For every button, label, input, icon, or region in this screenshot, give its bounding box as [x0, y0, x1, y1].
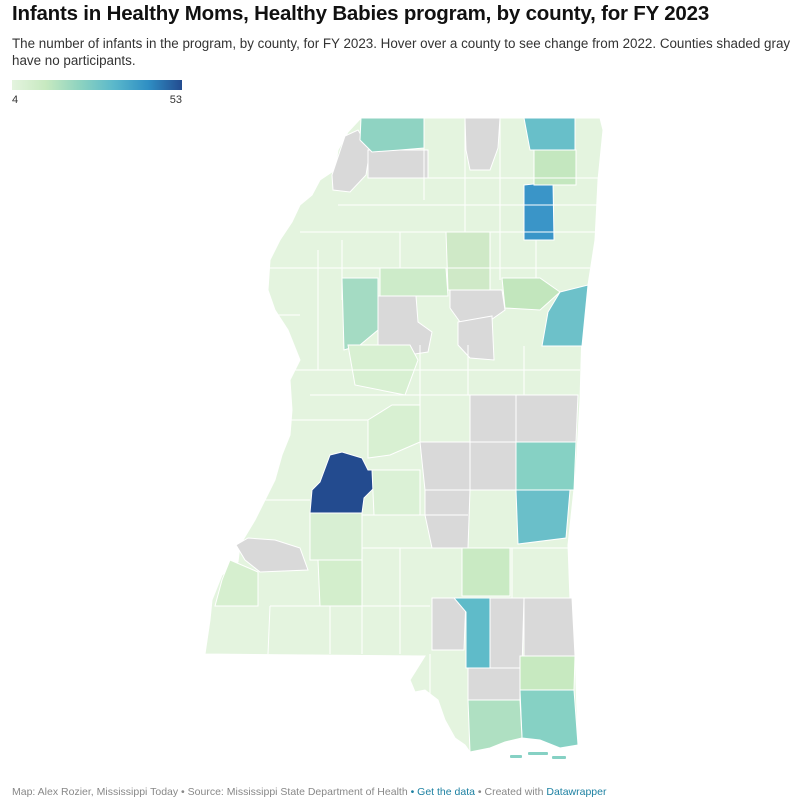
county-noxubee: [515, 394, 579, 443]
county-lowndes: [541, 284, 589, 347]
source-text: • Source: Mississippi State Department o…: [181, 786, 408, 798]
legend-min-label: 4: [12, 94, 19, 106]
county-stone: [467, 667, 521, 701]
county-leake: [419, 441, 471, 491]
county-wilkinson-copiah: [317, 559, 363, 607]
county-george: [519, 655, 576, 691]
gulf-islands: [510, 752, 566, 759]
county-kemper: [515, 441, 577, 491]
county-boundaries: [265, 118, 600, 700]
county-greene: [523, 597, 576, 657]
get-data-link[interactable]: • Get the data: [410, 786, 475, 798]
no-participant-counties: [235, 117, 579, 701]
county-hinds-max: [309, 451, 383, 514]
county-humphreys: [341, 277, 379, 351]
county-winston: [469, 394, 517, 443]
county-neshoba: [469, 441, 517, 491]
county-monroe-high: [523, 181, 555, 241]
created-with-text: • Created with: [477, 786, 544, 798]
datawrapper-link[interactable]: Datawrapper: [546, 786, 607, 798]
chart-footer: Map: Alex Rozier, Mississippi Today • So…: [12, 786, 606, 798]
county-claiborne: [235, 537, 309, 573]
county-harrison: [467, 699, 523, 753]
credit-text: Map: Alex Rozier, Mississippi Today: [12, 786, 179, 798]
county-forrest-perry: [489, 597, 525, 669]
county-adams: [214, 559, 259, 607]
county-yalobusha: [445, 231, 491, 291]
county-jones: [461, 547, 511, 597]
legend-gradient-bar: [12, 80, 182, 90]
county-alcorn: [523, 117, 576, 151]
chart-title: Infants in Healthy Moms, Healthy Babies …: [12, 2, 710, 25]
chart-subtitle: The number of infants in the program, by…: [12, 36, 791, 68]
county-webster: [457, 315, 495, 361]
county-lauderdale: [515, 489, 571, 545]
participant-counties: [214, 117, 589, 753]
county-itawamba: [533, 149, 577, 186]
county-clay: [501, 277, 561, 311]
county-carroll: [379, 267, 449, 297]
county-lamar-mid: [452, 597, 491, 669]
county-copiah: [309, 512, 363, 561]
county-tate: [367, 149, 429, 179]
county-desoto: [359, 117, 425, 153]
legend-max-label: 53: [169, 94, 182, 106]
county-rankin: [371, 469, 421, 516]
county-scott: [424, 489, 471, 549]
color-legend: 4 53: [12, 80, 182, 106]
